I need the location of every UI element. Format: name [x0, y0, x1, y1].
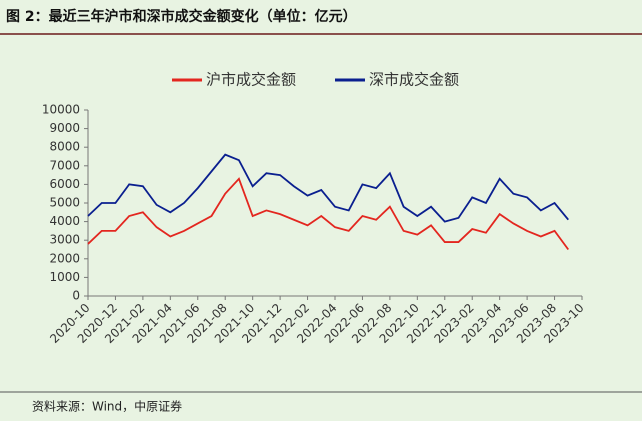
y-tick-label: 0 — [72, 289, 80, 303]
y-tick-label: 10000 — [42, 103, 80, 117]
legend-label: 深市成交金额 — [369, 71, 459, 89]
y-tick-label: 5000 — [49, 196, 80, 210]
chart-title: 图 2：最近三年沪市和深市成交金额变化（单位：亿元） — [6, 8, 357, 25]
y-tick-label: 3000 — [49, 233, 80, 247]
y-tick-label: 8000 — [49, 140, 80, 154]
y-tick-label: 2000 — [49, 251, 80, 265]
legend-label: 沪市成交金额 — [206, 71, 296, 89]
y-tick-label: 6000 — [49, 177, 80, 191]
y-tick-label: 9000 — [49, 121, 80, 135]
y-tick-label: 4000 — [49, 214, 80, 228]
series-line — [87, 177, 570, 251]
y-tick-label: 1000 — [49, 270, 80, 284]
series-line — [87, 153, 569, 223]
source: 资料来源：Wind，中原证券 — [32, 399, 182, 414]
y-tick-label: 7000 — [49, 158, 80, 172]
